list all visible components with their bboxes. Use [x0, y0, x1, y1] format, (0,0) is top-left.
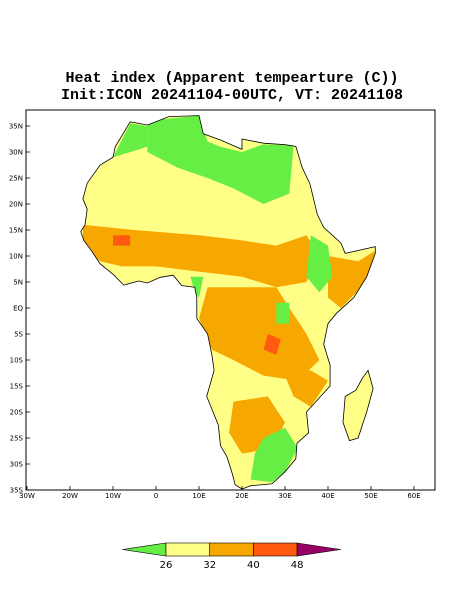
colorbar-label: 48 — [291, 560, 304, 571]
lat-label: 20N — [9, 201, 23, 209]
lat-label: 15N — [9, 227, 23, 235]
heat-region — [263, 334, 281, 355]
colorbar-segment — [209, 542, 254, 557]
heat-region — [147, 115, 294, 204]
title: Heat index (Apparent tempearture (C)) — [65, 70, 398, 87]
lon-label: 20W — [62, 492, 78, 500]
lon-label: 10W — [105, 492, 121, 500]
lat-label: 25N — [9, 175, 23, 183]
heat-region — [328, 250, 376, 308]
colorbar-label: 32 — [203, 560, 216, 571]
colorbar-high — [296, 542, 341, 557]
lat-label: 5N — [13, 279, 23, 287]
lon-label: 50E — [364, 492, 377, 500]
lon-label: 0 — [154, 492, 158, 500]
subtitle: Init:ICON 20241104-00UTC, VT: 20241108 — [61, 87, 403, 104]
heat-region — [276, 302, 290, 324]
lon-label: 10E — [192, 492, 205, 500]
lon-label: 20E — [235, 492, 248, 500]
land — [80, 115, 376, 490]
heat-region — [113, 235, 131, 246]
coastline — [80, 115, 376, 490]
lat-label: 15S — [10, 383, 24, 391]
lat-label: EQ — [13, 305, 23, 313]
heat-region — [113, 123, 148, 158]
axes: 30W 20W 10W 0 10E 20E 30E 40E 50E 60E 35N 30N 25N 20N… — [9, 123, 421, 501]
lon-label: 40E — [321, 492, 334, 500]
colorbar-segment — [253, 542, 298, 557]
heat-region — [285, 370, 328, 407]
lat-label: 5S — [14, 331, 23, 339]
lat-label: 35S — [10, 487, 24, 495]
lat-label: 35N — [9, 123, 23, 131]
lat-label: 30S — [10, 461, 24, 469]
colorbar-segment — [165, 542, 211, 557]
heat-region — [190, 276, 204, 298]
lon-label: 30E — [278, 492, 291, 500]
lat-label: 10N — [9, 253, 23, 261]
lon-label: 60E — [407, 492, 420, 500]
lat-label: 10S — [10, 357, 24, 365]
colorbar-label: 40 — [247, 560, 260, 571]
lat-label: 20S — [10, 409, 24, 417]
colorbar: 26 32 40 48 — [122, 542, 341, 571]
lat-label: 25S — [10, 435, 24, 443]
lat-label: 30N — [9, 149, 23, 157]
heat-region — [250, 427, 298, 483]
lon-label: 30W — [19, 492, 35, 500]
heat-region — [306, 235, 333, 293]
colorbar-label: 26 — [160, 560, 173, 571]
heat-region — [82, 224, 320, 288]
